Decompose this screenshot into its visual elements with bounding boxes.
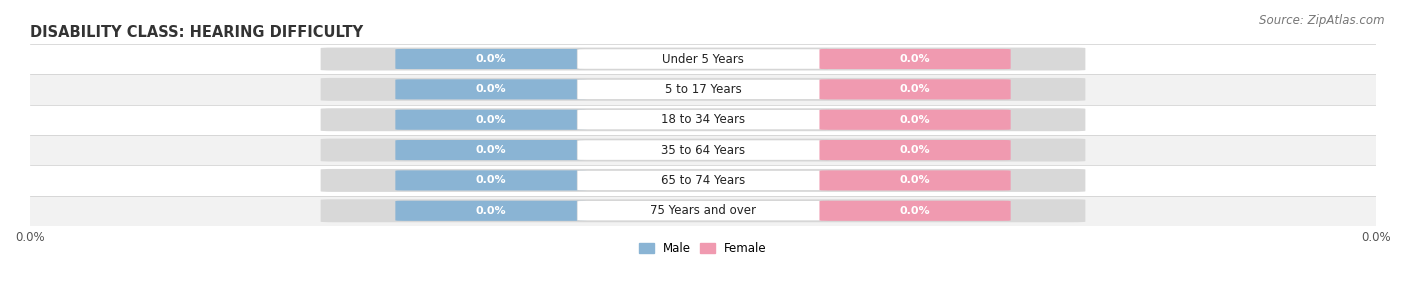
FancyBboxPatch shape bbox=[576, 140, 830, 160]
Legend: Male, Female: Male, Female bbox=[634, 238, 772, 260]
Bar bbox=[30, 135, 1376, 165]
FancyBboxPatch shape bbox=[321, 108, 1085, 131]
Text: 0.0%: 0.0% bbox=[900, 145, 931, 155]
FancyBboxPatch shape bbox=[321, 48, 1085, 70]
FancyBboxPatch shape bbox=[576, 49, 830, 69]
Text: 0.0%: 0.0% bbox=[475, 115, 506, 125]
FancyBboxPatch shape bbox=[576, 79, 830, 99]
Text: 0.0%: 0.0% bbox=[900, 84, 931, 94]
Text: 35 to 64 Years: 35 to 64 Years bbox=[661, 144, 745, 156]
Text: 5 to 17 Years: 5 to 17 Years bbox=[665, 83, 741, 96]
FancyBboxPatch shape bbox=[395, 79, 586, 99]
FancyBboxPatch shape bbox=[820, 79, 1011, 99]
FancyBboxPatch shape bbox=[820, 109, 1011, 130]
Text: 0.0%: 0.0% bbox=[900, 115, 931, 125]
Text: 0.0%: 0.0% bbox=[475, 54, 506, 64]
FancyBboxPatch shape bbox=[395, 201, 586, 221]
Text: 0.0%: 0.0% bbox=[900, 54, 931, 64]
FancyBboxPatch shape bbox=[321, 169, 1085, 192]
Text: 0.0%: 0.0% bbox=[475, 84, 506, 94]
Bar bbox=[30, 196, 1376, 226]
FancyBboxPatch shape bbox=[820, 170, 1011, 191]
Bar bbox=[30, 44, 1376, 74]
Text: Source: ZipAtlas.com: Source: ZipAtlas.com bbox=[1260, 14, 1385, 27]
FancyBboxPatch shape bbox=[395, 170, 586, 191]
FancyBboxPatch shape bbox=[395, 109, 586, 130]
FancyBboxPatch shape bbox=[820, 201, 1011, 221]
Text: 65 to 74 Years: 65 to 74 Years bbox=[661, 174, 745, 187]
Bar bbox=[30, 105, 1376, 135]
Text: 0.0%: 0.0% bbox=[475, 145, 506, 155]
Text: Under 5 Years: Under 5 Years bbox=[662, 52, 744, 66]
FancyBboxPatch shape bbox=[395, 49, 586, 69]
FancyBboxPatch shape bbox=[321, 199, 1085, 222]
Text: 0.0%: 0.0% bbox=[475, 175, 506, 185]
FancyBboxPatch shape bbox=[820, 140, 1011, 160]
Text: DISABILITY CLASS: HEARING DIFFICULTY: DISABILITY CLASS: HEARING DIFFICULTY bbox=[30, 25, 363, 40]
FancyBboxPatch shape bbox=[576, 201, 830, 221]
FancyBboxPatch shape bbox=[576, 109, 830, 130]
Text: 0.0%: 0.0% bbox=[900, 175, 931, 185]
Text: 0.0%: 0.0% bbox=[475, 206, 506, 216]
Bar bbox=[30, 165, 1376, 196]
FancyBboxPatch shape bbox=[395, 140, 586, 160]
Text: 0.0%: 0.0% bbox=[900, 206, 931, 216]
FancyBboxPatch shape bbox=[576, 170, 830, 191]
Text: 75 Years and over: 75 Years and over bbox=[650, 204, 756, 217]
Text: 18 to 34 Years: 18 to 34 Years bbox=[661, 113, 745, 126]
FancyBboxPatch shape bbox=[820, 49, 1011, 69]
FancyBboxPatch shape bbox=[321, 138, 1085, 162]
FancyBboxPatch shape bbox=[321, 78, 1085, 101]
Bar bbox=[30, 74, 1376, 105]
